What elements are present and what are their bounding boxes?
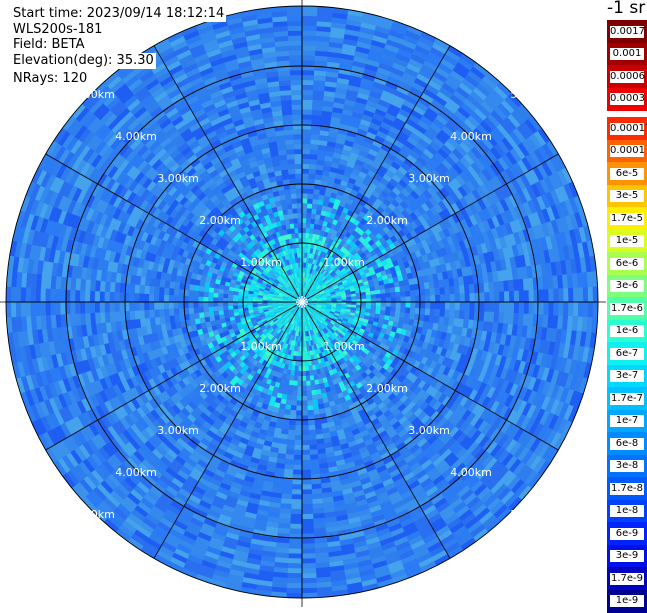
legend-swatch: 6e-6: [607, 252, 647, 275]
elevation-label: Elevation(deg): 35.30: [11, 53, 156, 69]
legend-swatch: 3e-7: [607, 364, 647, 388]
legend-swatch: 3e-5: [607, 184, 647, 208]
legend-swatch: 1e-6: [607, 319, 647, 343]
instrument-label: WLS200s-181: [11, 22, 105, 38]
range-label: 3.00km: [157, 424, 199, 437]
range-label: 5.00km: [73, 508, 115, 521]
legend-label: 6e-8: [610, 437, 644, 450]
range-label: 3.00km: [408, 172, 450, 185]
range-label: 1.00km: [240, 340, 282, 353]
range-label: 4.00km: [115, 130, 157, 143]
legend-swatch: 0.0001: [607, 139, 647, 163]
legend-swatch: 3e-6: [607, 274, 647, 298]
azimuth-line: [45, 301, 303, 451]
start-time-label: Start time: 2023/09/14 18:12:14: [11, 6, 227, 22]
center-marker: [298, 296, 303, 303]
legend-swatch: 1.7e-8: [607, 477, 647, 500]
legend-label: 1e-8: [610, 505, 644, 517]
legend-label: 1e-9: [610, 595, 644, 607]
legend-label: 1.7e-5: [610, 212, 644, 225]
legend-label: 1.7e-8: [610, 482, 644, 495]
legend-label: 0.0017: [610, 25, 645, 38]
legend-label: 6e-7: [610, 347, 644, 360]
gate-cells: [194, 200, 411, 411]
legend-label: 3e-5: [610, 190, 644, 202]
field-label: Field: BETA: [11, 37, 87, 53]
legend-swatch: 0.00017: [607, 117, 647, 140]
legend-label: 0.00017: [610, 122, 647, 135]
azimuth-line: [153, 301, 303, 559]
range-label: 5.00km: [73, 88, 115, 101]
range-label: 2.00km: [366, 382, 408, 395]
legend-swatch: 6e-7: [607, 342, 647, 365]
legend-label: 6e-9: [610, 527, 644, 540]
nrays-label: NRays: 120: [11, 71, 90, 87]
legend-swatch: 1.7e-9: [607, 567, 647, 590]
legend-label: 3e-9: [610, 550, 644, 562]
legend-swatch: 1e-9: [607, 589, 647, 613]
gate-cells: [17, 17, 593, 599]
gate-cells: [237, 233, 371, 372]
azimuth-line: [301, 301, 559, 451]
gate-cells: [12, 6, 598, 595]
legend-label: 0.0006: [610, 70, 645, 83]
legend-swatch: 1e-7: [607, 409, 647, 433]
range-label: 4.00km: [115, 466, 157, 479]
range-label: 2.00km: [366, 214, 408, 227]
legend-label: 3e-7: [610, 370, 644, 382]
legend-label: 0.0003: [610, 93, 645, 105]
azimuth-line: [45, 153, 303, 303]
legend-label: 1e-5: [610, 235, 644, 247]
range-label: 5.00km: [510, 88, 552, 101]
range-label: 1.00km: [323, 340, 365, 353]
legend-swatch: 1.7e-7: [607, 387, 647, 410]
azimuth-line: [301, 301, 451, 559]
legend-swatch: 0.0003: [607, 87, 647, 111]
legend-label: 6e-5: [610, 167, 644, 180]
range-label: 3.00km: [157, 172, 199, 185]
legend-label: 6e-6: [610, 257, 644, 270]
legend-label: 1.7e-7: [610, 392, 644, 405]
legend-label: 1e-7: [610, 415, 644, 427]
range-labels: 1.00km 1.00km 1.00km 1.00km 2.00km 2.00km 2.00…: [73, 88, 552, 521]
range-label: 4.00km: [450, 466, 492, 479]
legend-swatch: 6e-9: [607, 522, 647, 545]
legend-swatch: 0.0017: [607, 20, 647, 43]
range-label: 1.00km: [323, 256, 365, 269]
range-label: 5.00km: [510, 508, 552, 521]
legend-swatch: 1e-8: [607, 499, 647, 523]
legend-swatch: 6e-8: [607, 432, 647, 455]
legend-label: 3e-8: [610, 460, 644, 472]
legend-swatch: 1.7e-5: [607, 207, 647, 230]
range-label: 1.00km: [240, 256, 282, 269]
legend-label: 0.0001: [610, 145, 645, 157]
legend-swatch: 3e-8: [607, 454, 647, 478]
azimuth-line: [301, 45, 451, 303]
range-label: 2.00km: [199, 214, 241, 227]
azimuth-line: [301, 153, 559, 303]
gate-cells: [6, 6, 598, 598]
range-label: 3.00km: [408, 424, 450, 437]
legend-swatch: 1.7e-6: [607, 297, 647, 320]
azimuth-line: [153, 45, 303, 303]
legend-label: 3e-6: [610, 280, 644, 292]
legend-label: 1e-6: [610, 325, 644, 337]
ppi-plot: 1.00km 1.00km 1.00km 1.00km 2.00km 2.00km 2.00…: [0, 0, 606, 607]
legend-label: 0.001: [610, 48, 644, 60]
legend-swatch: 3e-9: [607, 544, 647, 568]
legend-label: 1.7e-9: [610, 572, 644, 585]
legend-label: 1.7e-6: [610, 302, 644, 315]
range-label: 2.00km: [199, 382, 241, 395]
legend-swatch: 1e-5: [607, 229, 647, 253]
range-label: 4.00km: [450, 130, 492, 143]
legend-swatch: 0.0006: [607, 65, 647, 88]
legend-units: -1 sr: [607, 0, 646, 18]
legend-swatch: 0.001: [607, 42, 647, 66]
range-rings: [0, 0, 606, 607]
legend-swatch: 6e-5: [607, 162, 647, 185]
gate-cells: [194, 197, 399, 410]
